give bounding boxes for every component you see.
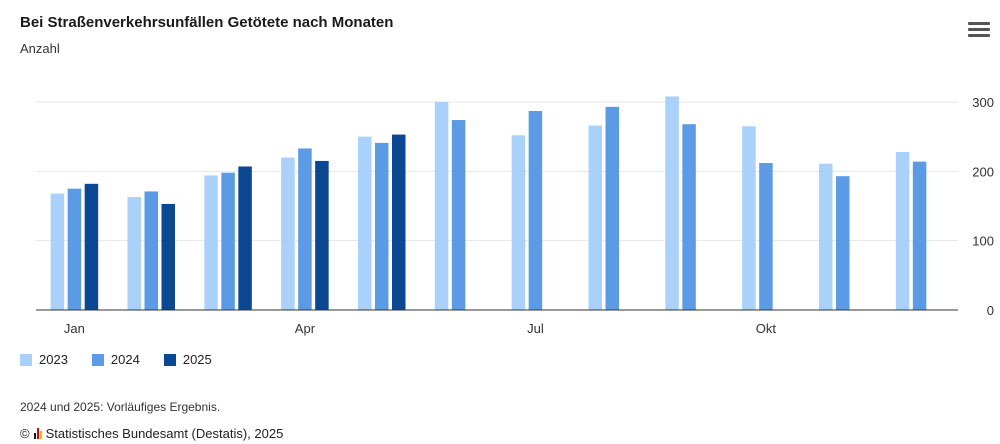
hamburger-menu-icon[interactable] <box>968 22 990 40</box>
x-tick-label-jul: Jul <box>527 321 544 336</box>
y-tick-label-100: 100 <box>972 234 994 249</box>
chart-subtitle: Anzahl <box>20 41 60 56</box>
source-line: © Statistisches Bundesamt (Destatis), 20… <box>20 426 283 441</box>
chart-title: Bei Straßenverkehrsunfällen Getötete nac… <box>20 14 394 31</box>
bar-2024-jun <box>451 120 466 310</box>
legend-swatch-2024 <box>91 353 104 366</box>
x-tick-label-jan: Jan <box>64 321 85 336</box>
bar-2024-jul <box>528 111 543 310</box>
bar-2024-apr <box>298 148 312 310</box>
bar-2023-mär <box>204 175 218 310</box>
bar-2024-aug <box>605 106 619 310</box>
y-tick-label-300: 300 <box>972 95 994 110</box>
bar-2023-apr <box>281 157 295 310</box>
legend-swatch-2025 <box>163 353 176 366</box>
legend-item-2023[interactable]: 2023 <box>20 352 68 367</box>
destatis-logo-icon <box>33 428 42 439</box>
bar-2024-dez <box>912 161 927 310</box>
bar-2023-jun <box>434 102 449 310</box>
legend-item-2024[interactable]: 2024 <box>91 352 140 367</box>
bar-2024-nov <box>836 176 850 310</box>
legend-swatch-2023 <box>20 353 32 366</box>
bar-2023-jan <box>50 193 65 310</box>
bar-2025-feb <box>161 203 175 310</box>
x-tick-label-okt: Okt <box>756 321 777 336</box>
bar-2023-dez <box>895 151 910 310</box>
bar-chart: 0 100 200 300 Jan Apr Jul Okt <box>36 95 994 336</box>
legend-item-2025[interactable]: 2025 <box>163 352 212 367</box>
source-text: Statistisches Bundesamt (Destatis), 2025 <box>45 426 284 441</box>
bar-2024-okt <box>759 163 773 310</box>
bar-2024-sep <box>682 124 696 310</box>
legend-label-2023: 2023 <box>39 352 68 367</box>
bar-2024-mär <box>221 172 235 310</box>
chart-legend: 2023 2024 2025 <box>20 352 212 367</box>
bar-2025-mai <box>392 134 406 310</box>
bar-2023-okt <box>742 126 756 311</box>
bar-2024-feb <box>144 191 158 310</box>
bar-2023-nov <box>819 163 833 310</box>
copyright-symbol: © <box>20 426 30 441</box>
bar-2023-mai <box>358 136 372 310</box>
footnote: 2024 und 2025: Vorläufiges Ergebnis. <box>20 400 221 414</box>
bar-2023-sep <box>665 96 679 310</box>
y-tick-label-0: 0 <box>987 303 994 318</box>
bar-2023-aug <box>588 125 602 310</box>
bar-2025-mär <box>238 166 252 310</box>
bar-2025-apr <box>315 160 329 310</box>
bar-2023-feb <box>127 196 141 310</box>
bar-2023-jul <box>511 135 526 310</box>
legend-label-2025: 2025 <box>182 352 212 367</box>
x-tick-label-apr: Apr <box>295 321 316 336</box>
y-tick-label-200: 200 <box>972 164 994 179</box>
bar-2024-jan <box>67 188 82 310</box>
bar-2025-jan <box>84 183 99 310</box>
legend-label-2024: 2024 <box>110 352 140 367</box>
bar-2024-mai <box>375 142 389 310</box>
